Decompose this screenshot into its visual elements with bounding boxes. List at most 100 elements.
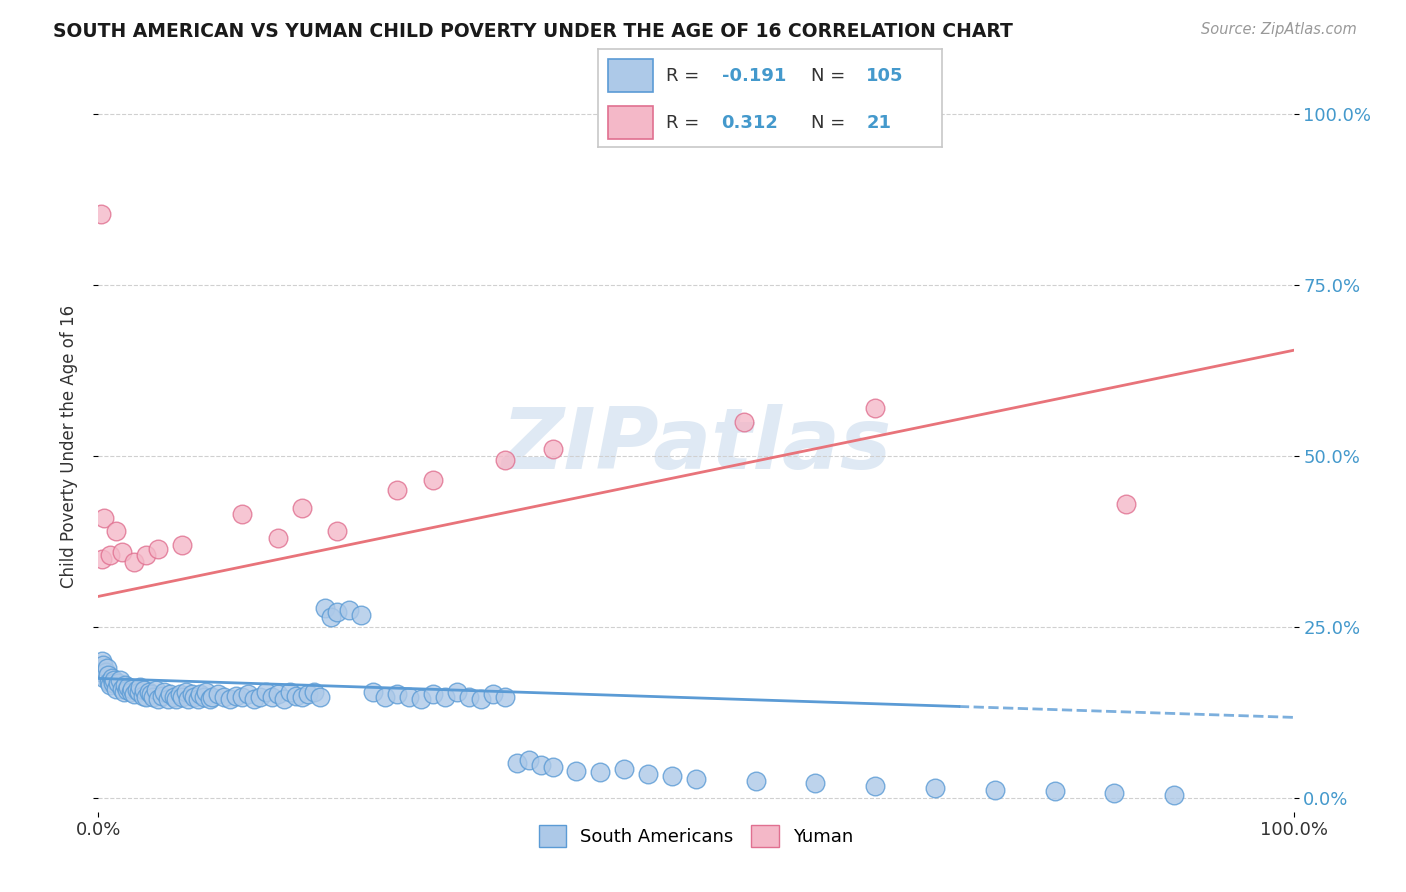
Point xyxy=(278,685,301,699)
Point xyxy=(91,551,114,566)
Point xyxy=(339,603,361,617)
Point xyxy=(93,510,115,524)
Point xyxy=(187,692,209,706)
Point xyxy=(124,555,146,569)
Point xyxy=(231,690,253,704)
Point xyxy=(115,683,138,698)
Point xyxy=(105,524,128,539)
Point xyxy=(385,483,409,498)
Point xyxy=(481,687,505,701)
Point xyxy=(249,690,271,704)
Point xyxy=(243,692,266,706)
Point xyxy=(125,683,148,698)
Point xyxy=(129,681,152,695)
Point xyxy=(291,500,314,515)
Point xyxy=(363,685,385,699)
Point xyxy=(302,685,325,699)
Point xyxy=(1043,784,1066,798)
Point xyxy=(98,674,121,689)
Point xyxy=(201,690,224,704)
Point xyxy=(231,508,253,522)
Point xyxy=(90,665,112,679)
Point xyxy=(212,690,235,704)
FancyBboxPatch shape xyxy=(607,106,652,139)
Point xyxy=(315,601,337,615)
Point xyxy=(145,683,167,698)
Point xyxy=(163,690,186,704)
Point xyxy=(984,782,1007,797)
Point xyxy=(183,690,205,704)
Point xyxy=(613,762,636,776)
Point xyxy=(193,690,215,704)
Point xyxy=(159,687,181,701)
Point xyxy=(219,692,242,706)
Point xyxy=(174,685,197,699)
Point xyxy=(207,687,229,701)
Point xyxy=(103,673,125,688)
Point xyxy=(93,672,115,686)
Point xyxy=(112,685,135,699)
Point xyxy=(1115,497,1137,511)
Point xyxy=(1104,786,1126,800)
Point xyxy=(128,685,150,699)
Point xyxy=(97,668,120,682)
Text: Source: ZipAtlas.com: Source: ZipAtlas.com xyxy=(1201,22,1357,37)
Point xyxy=(172,690,194,704)
Point xyxy=(506,756,529,770)
Point xyxy=(308,690,330,704)
Point xyxy=(661,769,683,783)
Point xyxy=(267,687,290,701)
Text: R =: R = xyxy=(666,113,700,132)
Point xyxy=(745,774,768,789)
Point xyxy=(804,776,827,790)
Point xyxy=(494,690,516,704)
Point xyxy=(458,690,481,704)
Text: 21: 21 xyxy=(866,113,891,132)
Point xyxy=(470,692,492,706)
Text: SOUTH AMERICAN VS YUMAN CHILD POVERTY UNDER THE AGE OF 16 CORRELATION CHART: SOUTH AMERICAN VS YUMAN CHILD POVERTY UN… xyxy=(53,22,1014,41)
Point xyxy=(98,678,122,692)
Point xyxy=(236,687,259,701)
Point xyxy=(422,473,444,487)
Text: 0.312: 0.312 xyxy=(721,113,779,132)
Point xyxy=(148,692,170,706)
Point xyxy=(169,687,191,701)
Point xyxy=(153,685,176,699)
Point xyxy=(132,683,155,698)
Point xyxy=(267,531,290,545)
Point xyxy=(142,690,165,704)
Point xyxy=(107,676,129,690)
Point xyxy=(1163,788,1185,802)
Point xyxy=(94,665,117,679)
Point xyxy=(326,605,349,619)
Y-axis label: Child Poverty Under the Age of 16: Child Poverty Under the Age of 16 xyxy=(59,304,77,588)
Point xyxy=(321,610,343,624)
Text: N =: N = xyxy=(811,113,845,132)
Point xyxy=(589,765,612,780)
Point xyxy=(446,685,468,699)
Point xyxy=(117,681,139,695)
Point xyxy=(517,754,540,768)
Point xyxy=(91,657,114,672)
FancyBboxPatch shape xyxy=(607,59,652,92)
Point xyxy=(91,654,114,668)
Point xyxy=(120,685,142,699)
Point xyxy=(96,661,118,675)
Point xyxy=(865,401,887,416)
Point xyxy=(124,687,146,701)
Point xyxy=(111,681,134,696)
Point xyxy=(108,673,131,688)
Point xyxy=(541,442,564,457)
Point xyxy=(865,779,887,793)
Point xyxy=(273,692,295,706)
Text: -0.191: -0.191 xyxy=(721,67,786,85)
Point xyxy=(198,692,221,706)
Point xyxy=(180,687,202,701)
Point xyxy=(172,538,194,552)
Text: 105: 105 xyxy=(866,67,904,85)
Point xyxy=(111,545,134,559)
Point xyxy=(284,689,307,703)
Legend: South Americans, Yuman: South Americans, Yuman xyxy=(531,817,860,854)
Point xyxy=(100,672,122,686)
Point xyxy=(105,681,128,696)
